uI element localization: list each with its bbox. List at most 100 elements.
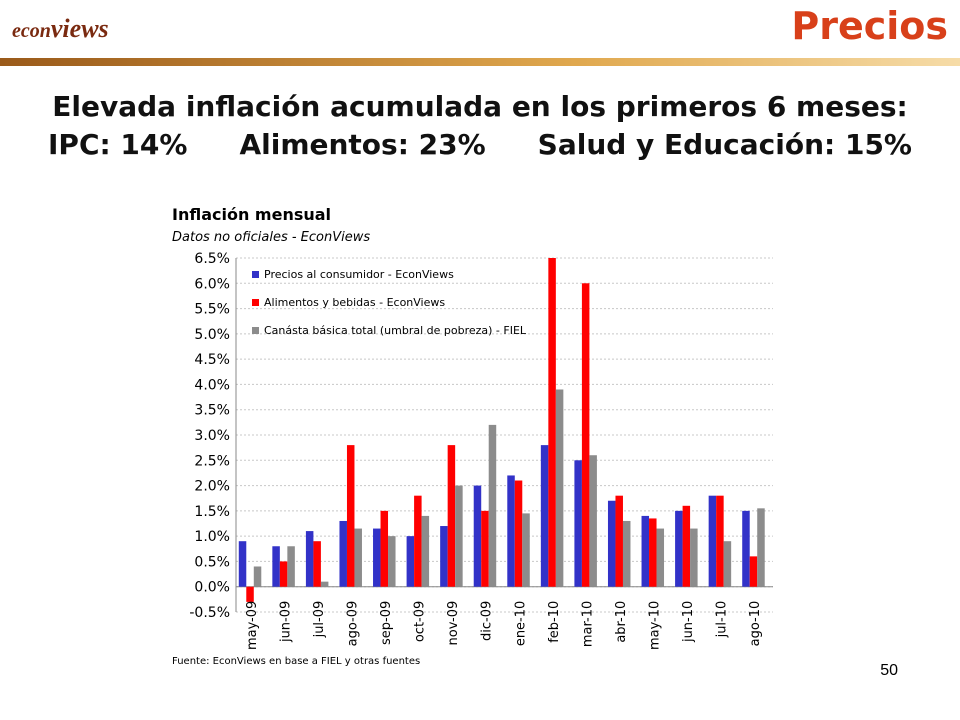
x-tick-label: may-09 bbox=[245, 601, 260, 650]
y-tick-label: 3.5% bbox=[194, 403, 230, 419]
page-number: 50 bbox=[880, 662, 898, 679]
bar-precios bbox=[373, 528, 381, 587]
bar-precios bbox=[440, 526, 448, 587]
bar-precios bbox=[641, 515, 650, 587]
section-title: Precios bbox=[791, 4, 948, 48]
bar-canasta bbox=[455, 485, 463, 587]
legend-swatch-precios bbox=[252, 270, 259, 278]
bar-alimentos bbox=[414, 495, 422, 587]
bar-precios bbox=[742, 510, 750, 587]
bar-canasta bbox=[656, 528, 665, 587]
headline-ipc: IPC: 14% bbox=[48, 128, 188, 161]
bar-precios bbox=[339, 520, 347, 587]
bar-precios bbox=[473, 485, 482, 587]
bar-precios bbox=[574, 460, 582, 587]
bar-canasta bbox=[287, 546, 295, 587]
headline-alimentos: Alimentos: 23% bbox=[239, 128, 486, 161]
bar-alimentos bbox=[682, 505, 691, 587]
bar-canasta bbox=[388, 536, 396, 587]
bar-canasta bbox=[555, 389, 564, 587]
legend-item-canasta: Canásta básica total (umbral de pobreza)… bbox=[252, 320, 526, 340]
bar-canasta bbox=[690, 528, 698, 587]
logo-part1: econ bbox=[12, 20, 51, 42]
y-tick-label: 1.0% bbox=[194, 529, 230, 545]
x-tick-label: ene-10 bbox=[513, 601, 528, 646]
bar-canasta bbox=[589, 455, 597, 587]
bar-alimentos bbox=[246, 586, 254, 602]
headline-salud: Salud y Educación: 15% bbox=[537, 128, 912, 161]
x-tick-label: sep-09 bbox=[379, 601, 394, 645]
legend-item-precios: Precios al consumidor - EconViews bbox=[252, 264, 526, 284]
x-tick-label: dic-09 bbox=[480, 601, 495, 641]
bar-alimentos bbox=[481, 510, 489, 587]
y-tick-label: 0.5% bbox=[194, 554, 230, 570]
x-tick-label: may-10 bbox=[648, 601, 663, 650]
x-tick-label: jul-09 bbox=[312, 601, 327, 639]
x-tick-label: nov-09 bbox=[446, 601, 461, 646]
bar-alimentos bbox=[615, 495, 623, 587]
bar-alimentos bbox=[313, 541, 321, 587]
bar-canasta bbox=[488, 424, 497, 587]
bar-canasta bbox=[757, 508, 765, 587]
legend-label-alimentos: Alimentos y bebidas - EconViews bbox=[264, 295, 446, 309]
bar-precios bbox=[406, 536, 415, 587]
y-tick-label: 1.5% bbox=[194, 504, 230, 520]
bar-canasta bbox=[320, 581, 329, 587]
bar-canasta bbox=[354, 528, 362, 587]
bar-precios bbox=[708, 495, 717, 587]
x-tick-label: ago-10 bbox=[748, 601, 763, 647]
x-tick-label: feb-10 bbox=[547, 601, 562, 643]
bar-canasta bbox=[253, 566, 262, 587]
legend-swatch-alimentos bbox=[252, 298, 259, 306]
headline: Elevada inflación acumulada en los prime… bbox=[0, 88, 960, 164]
legend-label-canasta: Canásta básica total (umbral de pobreza)… bbox=[264, 323, 527, 337]
bar-precios bbox=[238, 541, 247, 587]
y-tick-label: 5.5% bbox=[194, 302, 230, 318]
bar-precios bbox=[607, 500, 616, 587]
bar-alimentos bbox=[749, 556, 758, 587]
bar-alimentos bbox=[380, 510, 389, 587]
bar-alimentos bbox=[649, 518, 657, 587]
bar-alimentos bbox=[279, 561, 288, 587]
headline-line2: IPC: 14% Alimentos: 23% Salud y Educación:… bbox=[0, 126, 960, 164]
x-tick-label: ago-09 bbox=[345, 601, 360, 647]
bar-alimentos bbox=[514, 480, 523, 587]
bar-precios bbox=[675, 510, 683, 587]
bar-precios bbox=[305, 531, 314, 587]
y-tick-label: -0.5% bbox=[189, 605, 230, 621]
logo-part2: views bbox=[50, 14, 109, 43]
econviews-logo: econviews bbox=[12, 14, 109, 44]
bar-alimentos bbox=[716, 495, 724, 587]
legend-swatch-canasta bbox=[252, 326, 259, 334]
bar-precios bbox=[507, 475, 515, 587]
bar-alimentos bbox=[447, 445, 456, 587]
legend-item-alimentos: Alimentos y bebidas - EconViews bbox=[252, 292, 526, 312]
y-tick-label: 2.5% bbox=[194, 453, 230, 469]
chart-legend: Precios al consumidor - EconViews Alimen… bbox=[252, 264, 526, 348]
bar-canasta bbox=[522, 513, 530, 587]
header-rule bbox=[0, 58, 960, 66]
legend-label-precios: Precios al consumidor - EconViews bbox=[264, 267, 454, 281]
bar-alimentos bbox=[581, 283, 590, 587]
x-tick-label: oct-09 bbox=[413, 601, 428, 642]
chart-source: Fuente: EconViews en base a FIEL y otras… bbox=[172, 656, 421, 667]
x-tick-label: jul-10 bbox=[715, 601, 730, 639]
chart-title: Inflación mensual bbox=[172, 205, 332, 224]
y-tick-label: 5.0% bbox=[194, 327, 230, 343]
x-tick-label: abr-10 bbox=[614, 601, 629, 643]
y-tick-label: 4.0% bbox=[194, 377, 230, 393]
bar-canasta bbox=[421, 515, 430, 587]
bar-canasta bbox=[622, 520, 631, 587]
y-tick-label: 4.5% bbox=[194, 352, 230, 368]
chart-subtitle: Datos no oficiales - EconViews bbox=[172, 230, 371, 245]
bar-precios bbox=[272, 546, 280, 587]
y-tick-label: 6.0% bbox=[194, 276, 230, 292]
headline-line1: Elevada inflación acumulada en los prime… bbox=[52, 90, 908, 123]
y-tick-label: 6.5% bbox=[194, 251, 230, 267]
x-tick-label: jun-09 bbox=[278, 601, 293, 643]
x-tick-label: jun-10 bbox=[681, 601, 696, 643]
bar-canasta bbox=[723, 541, 732, 587]
bar-alimentos bbox=[548, 258, 556, 587]
y-tick-label: 3.0% bbox=[194, 428, 230, 444]
